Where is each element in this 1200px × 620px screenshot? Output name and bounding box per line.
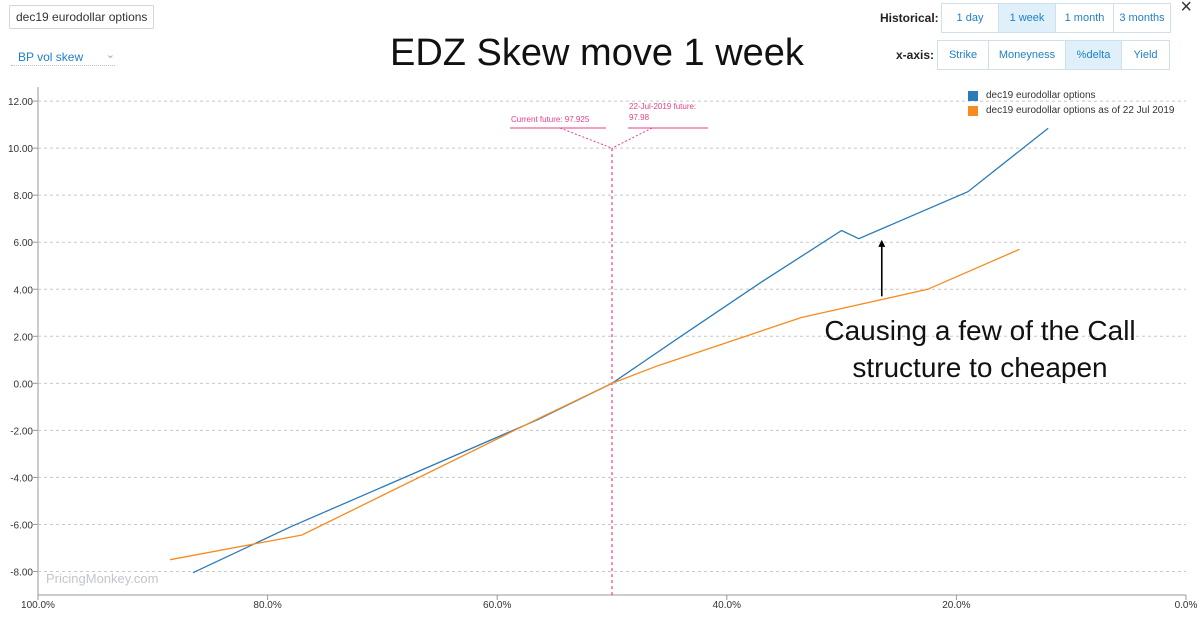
legend-label: dec19 eurodollar options xyxy=(986,90,1096,101)
xaxis-option-strike[interactable]: Strike xyxy=(948,49,978,61)
xaxis-label: x-axis: xyxy=(896,48,935,62)
x-tick-label: 80.0% xyxy=(253,600,281,611)
legend: dec19 eurodollar options dec19 eurodolla… xyxy=(968,89,1174,119)
y-tick-label: 12.00 xyxy=(8,97,33,108)
y-tick-label: -2.00 xyxy=(10,426,33,437)
y-tick-label: 0.00 xyxy=(14,379,34,390)
y-tick-label: 4.00 xyxy=(14,285,34,296)
y-tick-label: 6.00 xyxy=(14,238,34,249)
arrow-head-icon xyxy=(878,239,886,247)
marker-label-historical-value: 97.98 xyxy=(629,113,650,122)
annotation-text: Causing a few of the Call structure to c… xyxy=(790,312,1170,386)
x-tick-label: 40.0% xyxy=(713,600,741,611)
instrument-chip[interactable]: dec19 eurodollar options xyxy=(9,5,155,29)
historical-option-1-month[interactable]: 1 month xyxy=(1055,4,1113,32)
xaxis-segmented-control: Strike Moneyness %delta Yield xyxy=(937,40,1170,70)
historical-segmented-control: 1 day 1 week 1 month 3 months xyxy=(941,3,1171,33)
y-tick-label: 8.00 xyxy=(14,191,34,202)
y-axis-ticks: 12.00 10.00 8.00 6.00 4.00 2.00 0.00 -2.00 -4.00… xyxy=(8,97,38,578)
scrollbar[interactable] xyxy=(1186,0,1200,620)
historical-option-1-day[interactable]: 1 day xyxy=(956,12,984,24)
legend-swatch xyxy=(968,105,978,116)
xaxis-option-yield[interactable]: Yield xyxy=(1121,41,1169,69)
chart-title: EDZ Skew move 1 week xyxy=(390,32,804,74)
close-icon[interactable]: × xyxy=(1180,0,1192,18)
metric-dropdown-label: BP vol skew xyxy=(18,50,84,64)
y-tick-label: 2.00 xyxy=(14,332,34,343)
y-tick-label: -6.00 xyxy=(10,520,33,531)
chevron-down-icon: ⌄ xyxy=(105,49,115,61)
y-tick-label: -8.00 xyxy=(10,567,33,578)
historical-option-3-months[interactable]: 3 months xyxy=(1113,4,1170,32)
watermark: PricingMonkey.com xyxy=(46,571,159,586)
series-line-2 xyxy=(169,248,1020,561)
metric-dropdown[interactable]: BP vol skew ⌄ xyxy=(11,47,115,66)
historical-option-1-week[interactable]: 1 week xyxy=(998,4,1055,32)
marker-connector xyxy=(559,127,613,149)
x-tick-label: 100.0% xyxy=(21,600,55,611)
marker-label-current: Current future: 97.925 xyxy=(511,115,590,124)
x-tick-label: 20.0% xyxy=(942,600,970,611)
annotation-arrow xyxy=(878,239,886,297)
marker-label-historical: 22-Jul-2019 future: xyxy=(629,102,696,111)
xaxis-option-pct-delta[interactable]: %delta xyxy=(1065,41,1121,69)
legend-label: dec19 eurodollar options as of 22 Jul 20… xyxy=(986,105,1175,116)
annotation-line: structure to cheapen xyxy=(852,352,1108,383)
annotation-line: Causing a few of the Call xyxy=(824,315,1136,346)
legend-item[interactable]: dec19 eurodollar options xyxy=(968,89,1174,102)
x-axis-ticks: 100.0% 80.0% 60.0% 40.0% 20.0% 0.0% xyxy=(21,595,1198,611)
x-tick-label: 60.0% xyxy=(483,600,511,611)
x-tick-label: 0.0% xyxy=(1175,600,1198,611)
historical-label: Historical: xyxy=(880,11,939,25)
series-lines xyxy=(169,127,1049,574)
legend-swatch xyxy=(968,90,978,101)
xaxis-option-moneyness[interactable]: Moneyness xyxy=(988,41,1065,69)
legend-item[interactable]: dec19 eurodollar options as of 22 Jul 20… xyxy=(968,104,1174,117)
y-tick-label: 10.00 xyxy=(8,144,33,155)
marker-connector xyxy=(611,127,653,149)
y-tick-label: -4.00 xyxy=(10,473,33,484)
vertical-marker: Current future: 97.925 22-Jul-2019 future… xyxy=(510,102,708,595)
series-line-1 xyxy=(192,127,1049,574)
